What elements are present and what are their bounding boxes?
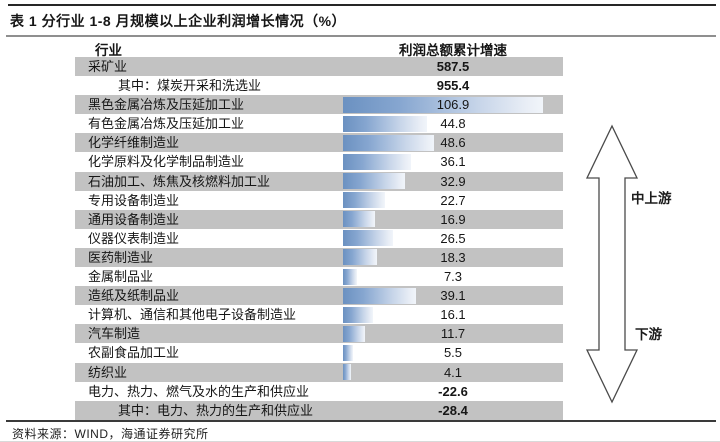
industry-label: 计算机、通信和其他电子设备制造业 — [88, 307, 297, 323]
table-row: 造纸及纸制品业 39.1 — [75, 286, 563, 306]
industry-label: 农副食品加工业 — [88, 345, 180, 361]
industry-label: 电力、热力、燃气及水的生产和供应业 — [88, 383, 310, 399]
table-title: 表 1 分行业 1-8 月规模以上企业利润增长情况（%） — [10, 13, 347, 29]
industry-label: 纺织业 — [88, 364, 128, 380]
industry-label: 化学原料及化学制品制造业 — [88, 154, 245, 170]
value-bar — [343, 211, 375, 228]
value-bar — [343, 306, 373, 323]
industry-label: 有色金属冶炼及压延加工业 — [88, 116, 245, 132]
value-bar — [343, 153, 411, 170]
value-bar — [343, 287, 416, 304]
value-bar — [343, 344, 353, 361]
value-bar — [343, 173, 405, 190]
industry-label: 汽车制造 — [88, 326, 141, 342]
footer-divider — [6, 420, 716, 422]
table-row: 通用设备制造业 16.9 — [75, 209, 563, 229]
value-text: 36.1 — [440, 154, 466, 170]
industry-label: 黑色金属冶炼及压延加工业 — [88, 97, 245, 113]
label-mid-upstream: 中上游 — [631, 191, 672, 206]
value-bar — [343, 115, 427, 132]
value-bar — [343, 268, 357, 285]
value-text: 955.4 — [436, 78, 470, 94]
table-row: 有色金属冶炼及压延加工业 44.8 — [75, 114, 563, 133]
industry-label: 仪器仪表制造业 — [88, 230, 180, 246]
value-bar — [343, 249, 377, 266]
value-text: 48.6 — [440, 135, 466, 151]
value-bar — [343, 230, 393, 247]
table-row: 医药制造业 18.3 — [75, 247, 563, 268]
column-header-profit-growth: 利润总额累计增速 — [399, 43, 507, 58]
title-divider — [6, 35, 716, 37]
table-body: 采矿业 587.5 其中：煤炭开采和洗选业 955.4 黑色金属冶炼及压延加工业 106.… — [75, 57, 563, 420]
value-text: 7.3 — [443, 269, 463, 285]
value-text: 18.3 — [440, 249, 466, 265]
value-text: 22.7 — [440, 192, 466, 208]
table-row: 其中：电力、热力的生产和供应业 -28.4 — [75, 400, 563, 420]
value-text: 44.8 — [440, 116, 466, 132]
label-downstream: 下游 — [635, 327, 662, 342]
table-row: 专用设备制造业 22.7 — [75, 191, 563, 210]
table-row: 采矿业 587.5 — [75, 57, 563, 77]
table-row: 计算机、通信和其他电子设备制造业 16.1 — [75, 305, 563, 324]
table-row: 汽车制造 11.7 — [75, 324, 563, 344]
value-bar — [343, 364, 351, 380]
industry-label: 医药制造业 — [88, 249, 154, 265]
table-row: 纺织业 4.1 — [75, 362, 563, 382]
industry-label: 其中：电力、热力的生产和供应业 — [118, 402, 314, 418]
updown-arrow-icon — [585, 124, 639, 404]
value-text: 39.1 — [440, 288, 466, 304]
table-row: 仪器仪表制造业 26.5 — [75, 229, 563, 248]
table-row: 石油加工、炼焦及核燃料加工业 32.9 — [75, 171, 563, 191]
industry-label: 化学纤维制造业 — [88, 135, 180, 151]
industry-label: 石油加工、炼焦及核燃料加工业 — [88, 173, 271, 189]
industry-label: 其中：煤炭开采和洗选业 — [118, 78, 262, 94]
table-row: 其中：煤炭开采和洗选业 955.4 — [75, 76, 563, 95]
industry-label: 通用设备制造业 — [88, 211, 180, 227]
value-text: 32.9 — [440, 173, 466, 189]
value-text: 106.9 — [436, 97, 470, 113]
industry-label: 专用设备制造业 — [88, 192, 180, 208]
value-text: -22.6 — [438, 383, 468, 399]
industry-label: 采矿业 — [88, 59, 128, 74]
value-bar — [343, 325, 365, 342]
table-row: 金属制品业 7.3 — [75, 267, 563, 286]
table-header: 行业 利润总额累计增速 — [75, 39, 563, 58]
value-text: 16.9 — [440, 211, 466, 227]
value-text: 26.5 — [440, 230, 466, 246]
value-text: 5.5 — [443, 345, 463, 361]
value-bar — [343, 134, 434, 151]
value-bar — [343, 192, 385, 209]
value-text: 16.1 — [440, 307, 466, 323]
value-bar — [343, 96, 543, 113]
column-header-industry: 行业 — [95, 43, 122, 58]
industry-label: 金属制品业 — [88, 269, 154, 285]
table-row: 化学纤维制造业 48.6 — [75, 133, 563, 153]
table-row: 化学原料及化学制品制造业 36.1 — [75, 152, 563, 171]
table-row: 电力、热力、燃气及水的生产和供应业 -22.6 — [75, 382, 563, 401]
source-note: 资料来源：WIND，海通证券研究所 — [12, 427, 209, 441]
top-divider — [8, 4, 716, 6]
value-text: 4.1 — [443, 364, 463, 380]
value-text: 587.5 — [436, 59, 470, 74]
value-text: 11.7 — [440, 326, 466, 342]
industry-label: 造纸及纸制品业 — [88, 288, 180, 304]
value-text: -28.4 — [438, 402, 468, 418]
table-row: 黑色金属冶炼及压延加工业 106.9 — [75, 95, 563, 115]
table-row: 农副食品加工业 5.5 — [75, 343, 563, 362]
